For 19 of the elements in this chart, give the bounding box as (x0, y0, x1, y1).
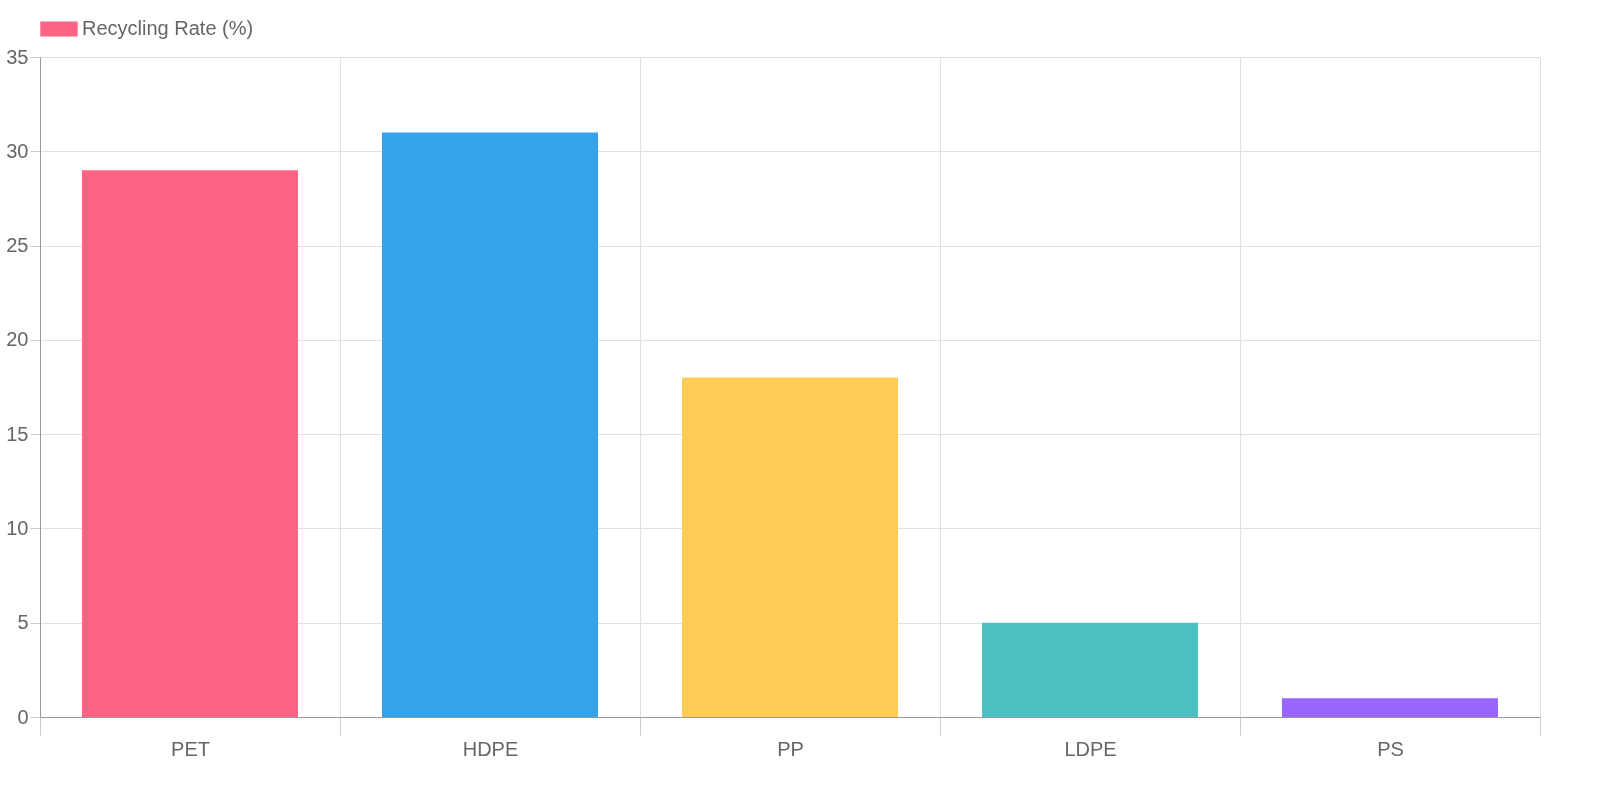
y-tick-label: 10 (6, 516, 29, 539)
bar (82, 170, 298, 717)
bar (982, 622, 1198, 717)
y-tick-label: 15 (6, 422, 29, 445)
y-tick-label: 35 (6, 45, 29, 68)
x-tick-label: PET (171, 737, 210, 760)
x-tick-label: PS (1377, 737, 1404, 760)
y-tick-label: 30 (6, 139, 29, 162)
x-tick-label: LDPE (1064, 737, 1117, 760)
x-tick-label: HDPE (462, 737, 519, 760)
legend-label: Recycling Rate (%) (82, 17, 254, 39)
bar (1282, 698, 1498, 717)
y-tick-label: 5 (17, 611, 29, 634)
y-tick-label: 20 (6, 328, 29, 351)
bar (682, 377, 898, 717)
y-tick-label: 25 (6, 234, 29, 257)
bar (382, 132, 598, 717)
x-tick-label: PP (777, 737, 804, 760)
y-tick-label: 0 (17, 705, 29, 728)
